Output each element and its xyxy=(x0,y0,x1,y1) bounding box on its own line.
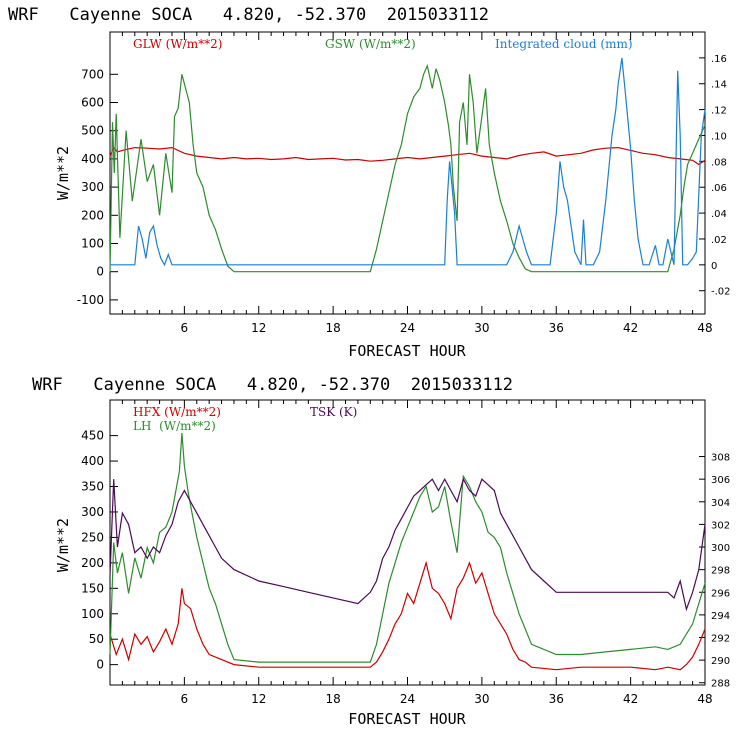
y2-tick-label: 288 xyxy=(711,679,730,690)
y-tick-label: -100 xyxy=(77,293,104,307)
y-tick-label: 700 xyxy=(81,67,104,81)
chart-1-series xyxy=(109,57,706,273)
x-tick-label: 30 xyxy=(474,321,489,335)
y2-tick-label: .10 xyxy=(711,131,727,142)
x-tick-label: 6 xyxy=(181,692,189,706)
chart-2-plot-frame xyxy=(109,399,706,686)
y-tick-label: 300 xyxy=(81,180,104,194)
chart-1-legend-cloud: Integrated cloud (mm) xyxy=(495,37,633,51)
chart-2-series xyxy=(109,433,706,671)
x-tick-label: 12 xyxy=(251,692,266,706)
y-tick-label: 300 xyxy=(81,505,104,519)
x-tick-label: 24 xyxy=(400,692,415,706)
y-tick-label: 150 xyxy=(81,581,104,595)
chart-2-legend-tsk: TSK (K) xyxy=(310,405,357,419)
y-tick-label: 400 xyxy=(81,152,104,166)
y2-tick-label: .08 xyxy=(711,157,727,168)
chart-1-title: WRF Cayenne SOCA 4.820, -52.370 20150331… xyxy=(8,5,489,25)
x-tick-label: 18 xyxy=(325,692,340,706)
x-tick-label: 48 xyxy=(697,321,712,335)
y2-tick-label: 308 xyxy=(711,453,730,464)
y2-tick-label: 302 xyxy=(711,520,730,531)
y2-tick-label: 296 xyxy=(711,588,730,599)
x-tick-label: 42 xyxy=(623,692,638,706)
y2-tick-label: 290 xyxy=(711,656,730,667)
x-tick-label: 12 xyxy=(251,321,266,335)
chart-2-legend-hfx: HFX (W/m**2) xyxy=(133,405,221,419)
x-tick-label: 30 xyxy=(474,692,489,706)
y2-tick-label: 304 xyxy=(711,498,730,509)
x-tick-label: 24 xyxy=(400,321,415,335)
y-tick-label: 500 xyxy=(81,124,104,138)
y-tick-label: 100 xyxy=(81,607,104,621)
y-tick-label: 450 xyxy=(81,429,104,443)
chart-2-title: WRF Cayenne SOCA 4.820, -52.370 20150331… xyxy=(32,375,513,395)
y-tick-label: 250 xyxy=(81,530,104,544)
y2-tick-label: -.02 xyxy=(711,287,731,298)
series-line-tsk xyxy=(109,477,706,612)
y-tick-label: 200 xyxy=(81,556,104,570)
chart-1-x-axis-label: FORECAST HOUR xyxy=(348,342,466,360)
x-tick-label: 36 xyxy=(549,321,564,335)
y2-tick-label: .06 xyxy=(711,183,727,194)
y-tick-label: 50 xyxy=(89,632,104,646)
y-tick-label: 350 xyxy=(81,480,104,494)
chart-1-legend-gsw: GSW (W/m**2) xyxy=(325,37,416,51)
chart-1-legend-glw: GLW (W/m**2) xyxy=(133,37,222,51)
y2-tick-label: .04 xyxy=(711,209,727,220)
y-tick-label: 0 xyxy=(96,265,104,279)
chart-1: WRF Cayenne SOCA 4.820, -52.370 20150331… xyxy=(8,5,731,360)
series-line-glw xyxy=(109,146,706,166)
y2-tick-label: 294 xyxy=(711,611,730,622)
chart-1-axes: 6 12 18 24 30 36 42 48 -100 0 100 200 300 400 500 600 70… xyxy=(77,32,731,335)
y-tick-label: 0 xyxy=(96,658,104,672)
series-line-lh xyxy=(109,433,706,663)
x-tick-label: 18 xyxy=(325,321,340,335)
y2-tick-label: 306 xyxy=(711,475,730,486)
y2-tick-label: 292 xyxy=(711,634,730,645)
y2-tick-label: .02 xyxy=(711,235,727,246)
chart-2-y-axis-label: W/m**2 xyxy=(54,518,72,572)
y-tick-label: 400 xyxy=(81,454,104,468)
y2-tick-label: 298 xyxy=(711,566,730,577)
y2-tick-label: 300 xyxy=(711,543,730,554)
chart-2-legend-lh: LH (W/m**2) xyxy=(133,419,216,433)
x-tick-label: 42 xyxy=(623,321,638,335)
series-line-gsw xyxy=(109,63,706,273)
x-tick-label: 6 xyxy=(181,321,189,335)
chart-2-axes: 6 12 18 24 30 36 42 48 0 50 100 150 200 250 300 350 400 4… xyxy=(81,400,730,706)
chart-1-y-axis-label: W/m**2 xyxy=(54,146,72,200)
y-tick-label: 200 xyxy=(81,208,104,222)
y-tick-label: 600 xyxy=(81,96,104,110)
chart-2: WRF Cayenne SOCA 4.820, -52.370 20150331… xyxy=(32,375,730,728)
y2-tick-label: .12 xyxy=(711,106,727,117)
x-tick-label: 48 xyxy=(697,692,712,706)
y2-tick-label: 0 xyxy=(711,261,717,272)
y-tick-label: 100 xyxy=(81,237,104,251)
series-line-integrated xyxy=(110,57,706,267)
x-tick-label: 36 xyxy=(549,692,564,706)
series-line-hfx xyxy=(109,560,706,671)
y2-tick-label: .14 xyxy=(711,80,727,91)
y2-tick-label: .16 xyxy=(711,54,727,65)
chart-2-x-axis-label: FORECAST HOUR xyxy=(348,710,466,728)
